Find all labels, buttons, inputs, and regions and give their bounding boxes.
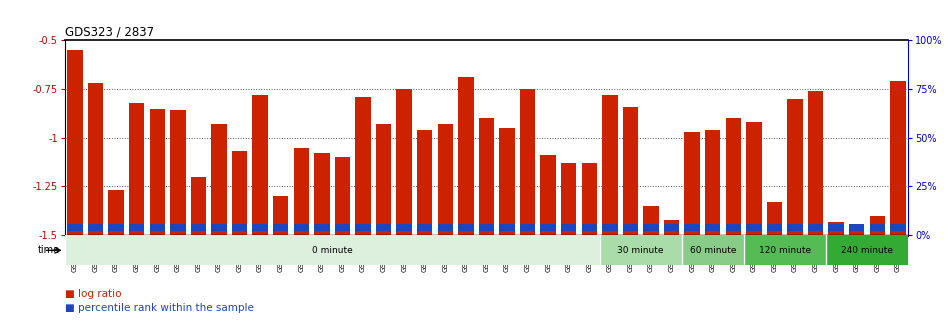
Bar xyxy=(540,155,556,235)
Bar xyxy=(129,103,145,235)
Bar xyxy=(623,107,638,235)
Bar xyxy=(417,224,433,231)
Text: 0 minute: 0 minute xyxy=(312,246,353,255)
Bar xyxy=(458,224,474,231)
Bar xyxy=(397,224,412,231)
Bar xyxy=(294,148,309,235)
Bar xyxy=(87,83,104,235)
Bar xyxy=(828,221,844,235)
Bar xyxy=(767,224,782,231)
Text: 240 minute: 240 minute xyxy=(841,246,893,255)
Bar xyxy=(825,235,908,265)
Bar xyxy=(437,124,453,235)
Bar xyxy=(478,118,495,235)
Bar xyxy=(705,224,721,231)
Bar xyxy=(561,224,576,231)
Bar xyxy=(849,229,864,235)
Bar xyxy=(643,224,659,231)
Text: ■ percentile rank within the sample: ■ percentile rank within the sample xyxy=(65,303,254,313)
Bar xyxy=(294,224,309,231)
Bar xyxy=(602,95,617,235)
Bar xyxy=(335,157,350,235)
Bar xyxy=(108,224,124,231)
Text: 30 minute: 30 minute xyxy=(617,246,664,255)
Bar xyxy=(685,224,700,231)
Bar xyxy=(540,224,556,231)
Bar xyxy=(376,124,391,235)
Bar xyxy=(149,109,165,235)
Bar xyxy=(726,224,741,231)
Bar xyxy=(602,224,617,231)
Bar xyxy=(273,224,288,231)
Bar xyxy=(437,224,453,231)
Bar xyxy=(726,118,741,235)
Bar xyxy=(499,224,514,231)
Bar xyxy=(561,163,576,235)
Bar xyxy=(869,224,885,231)
Bar xyxy=(808,91,824,235)
Bar xyxy=(747,122,762,235)
Bar xyxy=(849,224,864,231)
Bar xyxy=(682,235,744,265)
Bar xyxy=(170,224,185,231)
Bar xyxy=(808,224,824,231)
Bar xyxy=(890,224,905,231)
Bar xyxy=(68,50,83,235)
Bar xyxy=(787,224,803,231)
Bar xyxy=(744,235,825,265)
Bar xyxy=(478,224,495,231)
Bar xyxy=(705,130,721,235)
Bar xyxy=(890,81,905,235)
Bar xyxy=(599,235,682,265)
Bar xyxy=(828,224,844,231)
Bar xyxy=(397,89,412,235)
Bar xyxy=(520,89,535,235)
Bar xyxy=(129,224,145,231)
Bar xyxy=(335,224,350,231)
Bar xyxy=(767,202,782,235)
Bar xyxy=(356,224,371,231)
Bar xyxy=(191,224,206,231)
Bar xyxy=(458,77,474,235)
Bar xyxy=(685,132,700,235)
Bar xyxy=(191,177,206,235)
Text: ■ log ratio: ■ log ratio xyxy=(65,289,121,299)
Text: time: time xyxy=(38,245,60,255)
Bar xyxy=(787,99,803,235)
Bar xyxy=(108,191,124,235)
Bar xyxy=(582,224,597,231)
Bar xyxy=(232,152,247,235)
Bar xyxy=(211,224,226,231)
Bar xyxy=(499,128,514,235)
Bar xyxy=(252,95,268,235)
Bar xyxy=(314,153,330,235)
Bar xyxy=(376,224,391,231)
Bar xyxy=(87,224,104,231)
Bar xyxy=(869,216,885,235)
Bar xyxy=(68,224,83,231)
Bar xyxy=(664,224,679,231)
Bar xyxy=(664,220,679,235)
Bar xyxy=(356,97,371,235)
Bar xyxy=(273,196,288,235)
Bar xyxy=(520,224,535,231)
Bar xyxy=(314,224,330,231)
Bar xyxy=(170,111,185,235)
Text: GDS323 / 2837: GDS323 / 2837 xyxy=(65,26,154,39)
Bar xyxy=(417,130,433,235)
Bar xyxy=(643,206,659,235)
Bar xyxy=(65,235,599,265)
Bar xyxy=(149,224,165,231)
Bar xyxy=(623,224,638,231)
Bar xyxy=(211,124,226,235)
Text: 120 minute: 120 minute xyxy=(759,246,811,255)
Bar xyxy=(252,224,268,231)
Bar xyxy=(232,224,247,231)
Text: 60 minute: 60 minute xyxy=(689,246,736,255)
Bar xyxy=(582,163,597,235)
Bar xyxy=(747,224,762,231)
